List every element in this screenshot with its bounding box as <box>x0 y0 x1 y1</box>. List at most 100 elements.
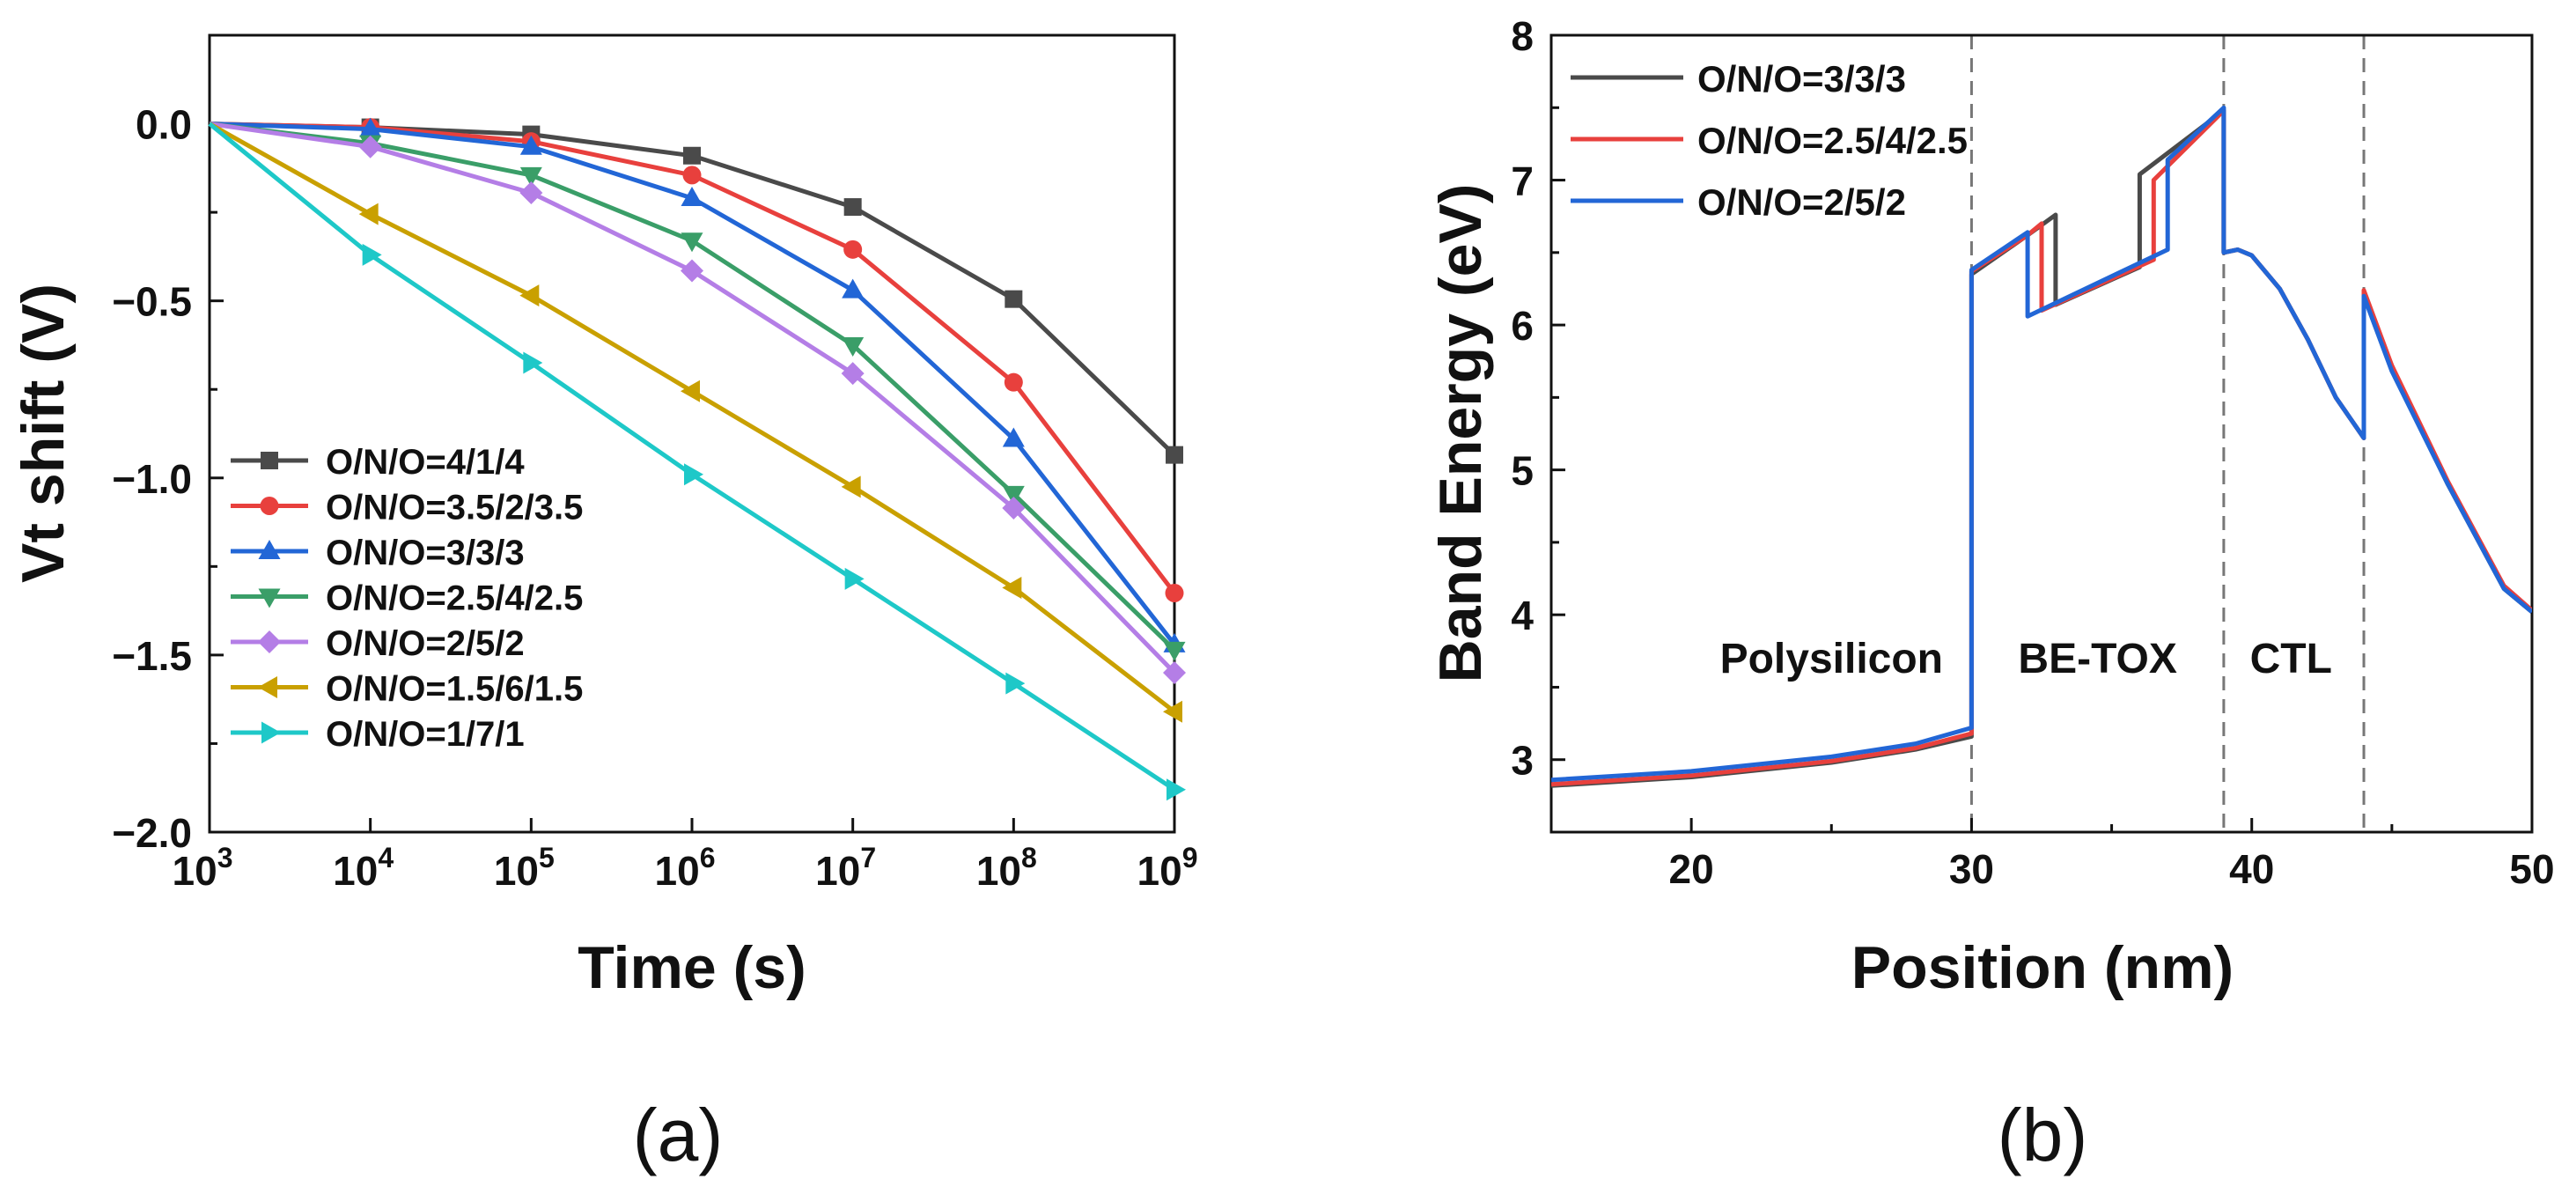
chart-a-legend-marker <box>261 721 281 744</box>
chart-a-data-point <box>681 232 703 253</box>
chart-a-data-point <box>1005 290 1023 308</box>
chart-a-legend-item: O/N/O=1/7/1 <box>231 715 525 754</box>
chart-a-data-point <box>683 146 701 165</box>
chart-a-legend-label: O/N/O=2.5/4/2.5 <box>326 579 583 618</box>
chart-a-data-point <box>519 284 540 307</box>
chart-b-y-axis-label: Band Energy (eV) <box>1427 184 1494 683</box>
chart-a-data-point <box>1163 641 1186 661</box>
chart-b-y-tick-label: 3 <box>1511 738 1534 784</box>
chart-b: 3 4 5 6 7 8 20 30 40 50 Polysilicon BE-TOX CTL O/N/… <box>1427 13 2555 1176</box>
chart-b-plot-frame <box>1549 33 2534 834</box>
chart-b-y-tick-label: 8 <box>1511 13 1534 59</box>
chart-a-data-point <box>1002 576 1022 599</box>
chart-a-data-point <box>684 463 703 486</box>
chart-b-y-tick-label: 5 <box>1511 448 1534 494</box>
chart-a-legend-marker <box>258 676 277 698</box>
chart-b-legend-item: O/N/O=3/3/3 <box>1571 58 1906 100</box>
chart-a-legend-label: O/N/O=1.5/6/1.5 <box>326 670 583 709</box>
chart-a-data-point <box>523 351 543 374</box>
chart-a-legend-label: O/N/O=1/7/1 <box>326 715 525 754</box>
chart-a-data-point <box>1166 446 1183 464</box>
chart-a-data-point <box>681 259 703 283</box>
chart-b-y-tick-label: 6 <box>1511 303 1534 349</box>
chart-b-legend-label: O/N/O=3/3/3 <box>1697 58 1906 100</box>
chart-b-x-tick-label: 30 <box>1949 846 1994 892</box>
chart-a-data-point <box>1002 496 1026 520</box>
chart-a-x-tick-label: 104 <box>333 842 394 894</box>
chart-b-region-label: BE-TOX <box>2018 636 2176 682</box>
chart-a-data-point <box>1163 700 1182 723</box>
chart-b-caption: (b) <box>1998 1094 2088 1176</box>
chart-a-x-tick-label: 108 <box>976 842 1037 894</box>
chart-a-data-point <box>844 567 865 590</box>
chart-a-legend-label: O/N/O=2/5/2 <box>326 624 525 663</box>
chart-a-caption: (a) <box>633 1094 724 1176</box>
chart-a-data-point <box>358 203 379 225</box>
chart-b-y-tick-label: 7 <box>1511 158 1534 204</box>
chart-b-x-tick-label: 20 <box>1669 846 1714 892</box>
chart-a-legend-marker <box>258 588 281 608</box>
chart-a-data-point <box>1165 584 1184 602</box>
chart-a-data-point <box>842 278 865 298</box>
chart-a-legend-label: O/N/O=3.5/2/3.5 <box>326 489 583 527</box>
chart-a-data-point <box>519 166 542 187</box>
chart-a-series-5 <box>209 122 1186 684</box>
chart-b-y-tick-label: 4 <box>1511 593 1534 638</box>
chart-a-legend-marker <box>260 497 279 515</box>
chart-a-x-tick-label: 107 <box>815 842 876 894</box>
chart-a-x-tick-label: 109 <box>1137 842 1198 894</box>
chart-a-data-point <box>681 380 700 402</box>
chart-a-y-tick-label: −1.5 <box>112 633 192 679</box>
chart-b-legend-item: O/N/O=2.5/4/2.5 <box>1571 120 1968 161</box>
chart-a-data-point <box>359 117 382 137</box>
chart-a-legend-item: O/N/O=4/1/4 <box>231 443 525 482</box>
chart-b-x-axis-label: Position (nm) <box>1851 934 2234 1001</box>
chart-b-series-line-3 <box>1551 105 2532 783</box>
chart-a-data-point <box>519 181 543 204</box>
chart-a-series-6 <box>208 122 1182 723</box>
chart-a-legend-marker <box>261 452 278 469</box>
chart-a-x-tick-label: 103 <box>173 842 233 894</box>
chart-a-data-point <box>362 243 382 266</box>
chart-a-legend-label: O/N/O=4/1/4 <box>326 443 525 482</box>
chart-a-data-point <box>681 187 703 207</box>
chart-a-legend-item: O/N/O=2/5/2 <box>231 624 525 663</box>
chart-b-x-tick-label: 50 <box>2509 846 2554 892</box>
chart-a-y-tick-label: −2.0 <box>112 810 192 856</box>
chart-a-data-point <box>843 198 862 217</box>
chart-a-data-point <box>1167 778 1186 801</box>
chart-a-legend-label: O/N/O=3/3/3 <box>326 534 525 572</box>
chart-a-y-tick-label: −1.0 <box>112 456 192 502</box>
chart-a-data-point <box>358 135 382 158</box>
chart-a-x-axis-label: Time (s) <box>578 934 806 1001</box>
chart-a-legend-item: O/N/O=2.5/4/2.5 <box>231 579 583 618</box>
chart-a-data-point <box>843 240 863 259</box>
chart-a-data-point <box>1002 485 1025 505</box>
chart-a-y-axis-label: Vt shift (V) <box>10 284 77 583</box>
chart-b-x-tick-label: 40 <box>2229 846 2274 892</box>
chart-a-data-point <box>842 336 865 357</box>
chart-a-y-tick-label: 0.0 <box>136 102 192 148</box>
chart-a-data-point <box>682 166 702 185</box>
chart-a-legend-marker <box>258 630 281 653</box>
chart-b-legend-label: O/N/O=2/5/2 <box>1697 181 1906 223</box>
chart-b-legend-item: O/N/O=2/5/2 <box>1571 181 1906 223</box>
chart-a-legend-item: O/N/O=3.5/2/3.5 <box>231 489 583 527</box>
chart-a-legend-marker <box>258 540 281 559</box>
chart-a-x-tick-label: 106 <box>655 842 716 894</box>
chart-a-legend-item: O/N/O=1.5/6/1.5 <box>231 670 583 709</box>
chart-a-data-point <box>841 362 865 386</box>
chart-a-legend-item: O/N/O=3/3/3 <box>231 534 525 572</box>
chart-a-series-7 <box>208 122 1186 801</box>
chart-b-region-label: Polysilicon <box>1720 636 1943 682</box>
chart-a-legend: O/N/O=4/1/4 O/N/O=3.5/2/3.5 O/N/O=3/3/3 O/N… <box>231 443 583 754</box>
chart-a-y-tick-label: −0.5 <box>112 279 192 325</box>
chart-a-x-tick-label: 105 <box>494 842 555 894</box>
chart-a-data-point <box>519 135 542 155</box>
chart-a-data-point <box>1163 661 1186 684</box>
chart-a-data-point <box>1004 372 1023 392</box>
chart-a-data-point <box>1002 427 1025 447</box>
chart-a-data-point <box>1005 672 1026 695</box>
chart-b-legend-label: O/N/O=2.5/4/2.5 <box>1697 120 1968 161</box>
